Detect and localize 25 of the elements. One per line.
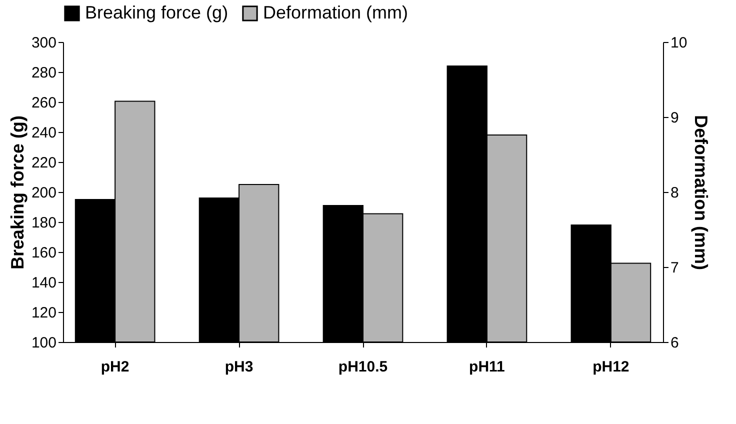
x-tick-label: pH2 — [100, 358, 130, 376]
y-tick-label: 160 — [31, 244, 56, 262]
y2-tick-label: 9 — [670, 110, 679, 126]
y-tick-label: 120 — [31, 304, 56, 322]
y-tick-label: 280 — [31, 64, 56, 82]
x-tick-label: pH10.5 — [338, 358, 388, 376]
legend-label: Deformation (mm) — [263, 2, 408, 22]
y-tick-label: 140 — [31, 274, 56, 292]
x-tick-label: pH11 — [469, 358, 505, 376]
y-tick-label: 100 — [31, 334, 56, 352]
y2-axis-title: Deformation (mm) — [691, 114, 712, 270]
y2-tick-label: 10 — [670, 34, 688, 52]
y-tick-label: 240 — [31, 124, 56, 142]
legend-label: Breaking force (g) — [85, 2, 228, 22]
y-tick-label: 220 — [31, 154, 56, 172]
y2-tick-label: 6 — [670, 334, 679, 352]
y2-tick-label: 7 — [670, 260, 679, 276]
x-tick-label: pH3 — [224, 358, 254, 376]
x-tick-label: pH12 — [592, 358, 630, 376]
y-axis-title: Breaking force (g) — [7, 115, 28, 270]
y-tick-label: 300 — [31, 34, 56, 52]
y-tick-label: 180 — [31, 214, 56, 232]
y-tick-label: 260 — [31, 94, 56, 112]
y-tick-label: 200 — [31, 184, 56, 202]
y2-tick-label: 8 — [670, 184, 679, 202]
